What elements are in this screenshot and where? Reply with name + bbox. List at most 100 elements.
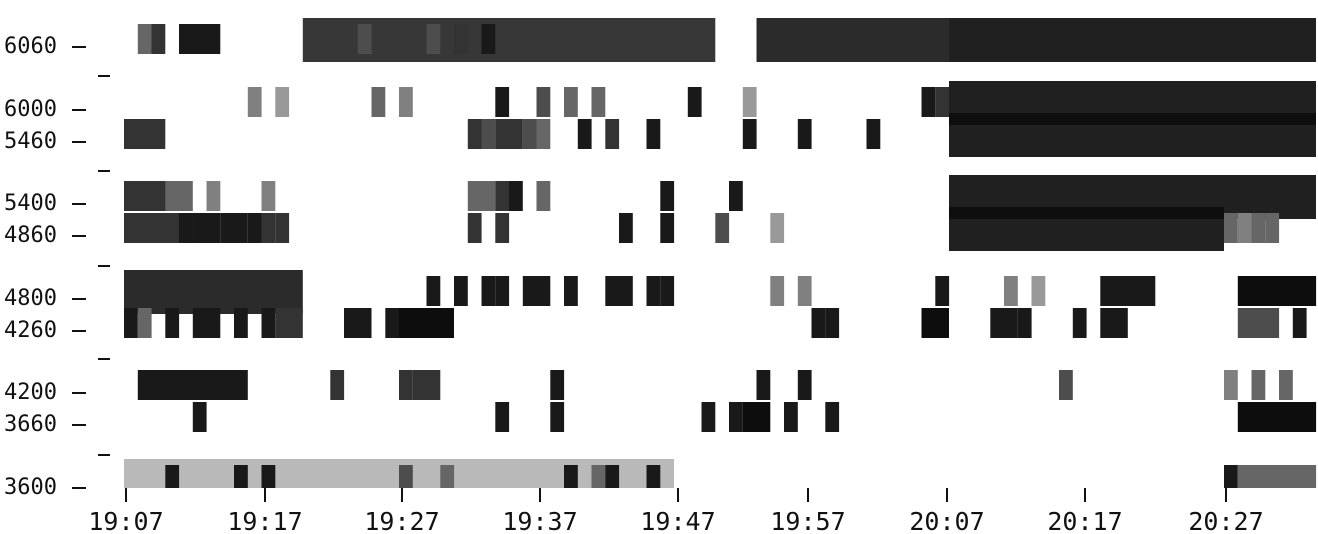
heatmap-cell [949, 18, 1316, 62]
heatmap-cell [1072, 308, 1087, 338]
heatmap-cell [756, 18, 949, 62]
y-tick-label: 3600 [4, 475, 57, 500]
y-axis: 6060 6000 5460 5400 4860 4800 4260 4200 3660 3600 [4, 34, 110, 500]
heatmap-cell [124, 270, 303, 314]
heatmap-cell [1237, 308, 1280, 338]
heatmap-cell [866, 119, 881, 149]
heatmap-cell [261, 213, 276, 243]
heatmap-cell [1224, 465, 1238, 488]
heatmap-cell [646, 119, 661, 149]
y-tick-label: 4260 [4, 318, 57, 343]
heatmap-cell [412, 370, 441, 400]
heatmap-cell [124, 308, 138, 338]
heatmap-cell [1292, 308, 1307, 338]
heatmap-cell [564, 465, 578, 488]
heatmap-cell [811, 308, 826, 338]
heatmap-cell [426, 24, 441, 54]
y-tick-label: 3660 [4, 412, 57, 437]
heatmap-cell [165, 308, 180, 338]
heatmap-cell [550, 402, 565, 432]
heatmap-cell [1237, 465, 1317, 488]
heatmap-cell [770, 276, 785, 306]
heatmap-cell [742, 119, 757, 149]
heatmap-cell [1100, 276, 1156, 306]
plot-area [118, 12, 1317, 488]
heatmap-cell [619, 213, 633, 243]
heatmap-cell [687, 87, 702, 117]
y-tick-label: 5460 [4, 129, 57, 154]
y-tick-label: 4800 [4, 286, 57, 311]
heatmap-cell [481, 24, 496, 54]
heatmap-cell [137, 24, 152, 54]
heatmap-cell [385, 308, 400, 338]
heatmap-cell [165, 465, 180, 488]
heatmap-cell [1237, 276, 1317, 306]
heatmap-cell [495, 276, 510, 306]
y-tick-label: 4860 [4, 223, 57, 248]
heatmap-cell [261, 465, 276, 488]
heatmap-cell [261, 308, 276, 338]
heatmap-cell [495, 87, 510, 117]
x-tick-label: 19:17 [227, 507, 302, 534]
x-tick-label: 20:17 [1047, 507, 1122, 534]
heatmap-cell [935, 87, 950, 117]
heatmap-cell [192, 213, 207, 243]
heatmap-cell [935, 276, 950, 306]
heatmap-cell [646, 465, 661, 488]
heatmap-cell [660, 213, 675, 243]
heatmap-cell [344, 308, 372, 338]
heatmap-cell [426, 276, 441, 306]
heatmap-cell [729, 181, 743, 211]
heatmap-cell [495, 402, 510, 432]
x-tick-label: 19:27 [364, 507, 439, 534]
heatmap-cell [179, 24, 207, 54]
heatmap-cell [921, 308, 949, 338]
heatmap-cell [605, 276, 620, 306]
heatmap-cell [261, 181, 276, 211]
y-tick-label: 6000 [4, 97, 57, 122]
heatmap-cell [660, 276, 675, 306]
heatmap-cell [605, 465, 620, 488]
heatmap-cell [756, 370, 771, 400]
heatmap-cell [247, 213, 262, 243]
heatmap-cell [619, 276, 633, 306]
heatmap-cell [234, 465, 248, 488]
heatmap-cell [564, 87, 578, 117]
heatmap-cell [949, 207, 1224, 251]
heatmap-cell [275, 87, 290, 117]
heatmap-cell [949, 113, 1316, 157]
heatmap-cell [1031, 276, 1046, 306]
heatmap-cell [399, 87, 413, 117]
heatmap-cell [1004, 276, 1018, 306]
heatmap-cell [440, 465, 455, 488]
x-tick-label: 19:47 [640, 507, 715, 534]
heatmap-cell [192, 308, 207, 338]
heatmap-cell [1237, 213, 1252, 243]
heatmap-cell [550, 370, 565, 400]
heatmap-cell [921, 87, 936, 117]
x-tick-label: 19:57 [770, 507, 845, 534]
heatmap-cell [247, 87, 262, 117]
heatmap-cell [1279, 370, 1293, 400]
heatmap-cell [605, 119, 620, 149]
heatmap-cell [742, 402, 771, 432]
heatmap-cell [770, 213, 785, 243]
heatmap-cell [275, 308, 303, 338]
heatmap-cell [357, 24, 372, 54]
y-tick-label: 6060 [4, 34, 57, 59]
heatmap-cell [1059, 370, 1073, 400]
heatmap-cell [1237, 402, 1317, 432]
heatmap-cell [454, 276, 468, 306]
heatmap-cell [1251, 370, 1266, 400]
heatmap-cell [124, 119, 166, 149]
heatmap-cell [825, 402, 840, 432]
heatmap-cell [234, 213, 248, 243]
heatmap-cell [399, 308, 454, 338]
heatmap-cell [715, 213, 730, 243]
heatmap-cell [742, 87, 757, 117]
heatmap-cell [467, 119, 482, 149]
heatmap-cell [522, 119, 537, 149]
heatmap-cell [206, 181, 221, 211]
x-axis: 19:07 19:17 19:27 19:37 19:47 19:57 20:07 20:17… [88, 488, 1264, 534]
